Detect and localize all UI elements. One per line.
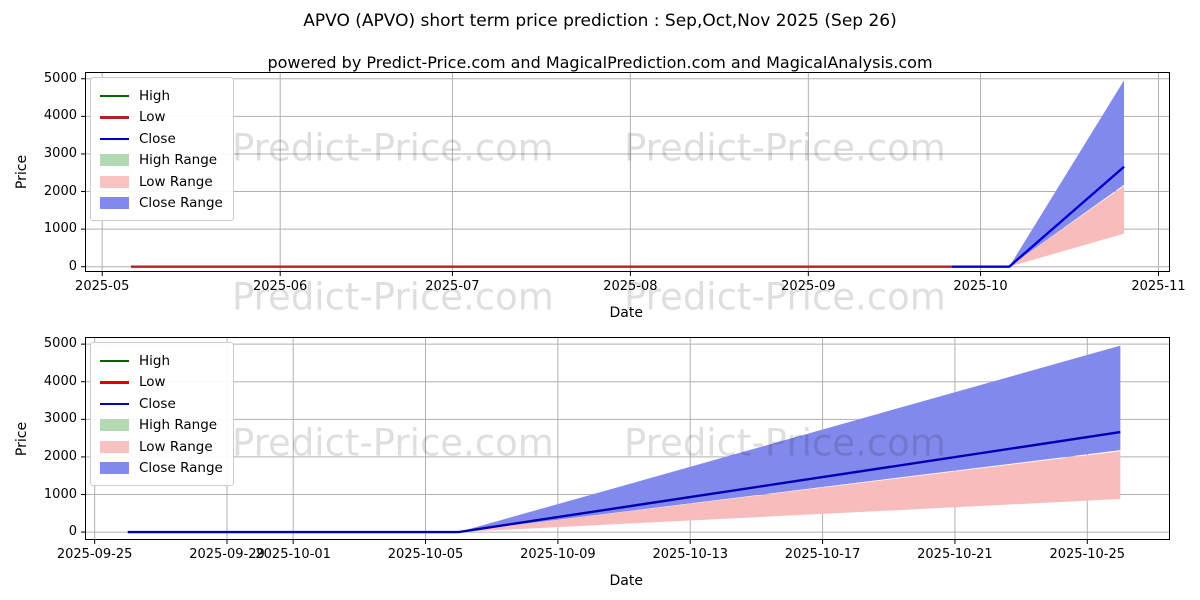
legend-item: High Range xyxy=(100,415,223,437)
legend-item-label: Low xyxy=(139,109,166,126)
legend-item: High Range xyxy=(100,150,223,172)
legend-item: High xyxy=(100,85,223,107)
x-tick-label: 2025-08 xyxy=(603,279,658,294)
legend-item-label: Close xyxy=(139,395,176,412)
legend-item: Close xyxy=(100,128,223,150)
legend-item: Low xyxy=(100,107,223,129)
plot-border xyxy=(85,72,1170,272)
y-tick-label: 2000 xyxy=(43,183,77,199)
y-tick-label: 3000 xyxy=(43,411,77,427)
full-history-chart-plot xyxy=(81,72,1170,276)
x-tick-label: 2025-10-17 xyxy=(784,547,861,562)
legend-line-swatch xyxy=(100,359,129,362)
prediction-zoom-chart-plot xyxy=(81,337,1170,544)
band-low-range xyxy=(458,451,1121,533)
y-tick-label: 2000 xyxy=(43,448,77,464)
band-low-range xyxy=(1009,185,1125,267)
legend-patch-swatch xyxy=(100,175,129,188)
line-close xyxy=(127,430,1121,534)
legend-patch-swatch xyxy=(100,419,129,432)
x-tick-label: 2025-11 xyxy=(1131,279,1186,294)
band-close-range xyxy=(458,345,1121,533)
legend-item-label: High xyxy=(139,352,171,369)
legend-patch-swatch xyxy=(100,154,129,167)
x-tick-label: 2025-10 xyxy=(953,279,1008,294)
legend-patch-swatch xyxy=(100,440,129,453)
figure-title: APVO (APVO) short term price prediction … xyxy=(303,11,897,31)
y-axis-label: Price xyxy=(14,154,30,190)
x-tick-label: 2025-07 xyxy=(425,279,480,294)
x-tick-label: 2025-09-29 xyxy=(189,547,265,562)
plot-border xyxy=(85,337,1170,540)
legend-patch-swatch xyxy=(100,197,129,210)
legend-item: Low Range xyxy=(100,171,223,193)
legend-line-swatch xyxy=(100,402,129,405)
legend-line-swatch xyxy=(100,137,129,140)
legend-item: Low xyxy=(100,372,223,394)
x-tick-label: 2025-09-25 xyxy=(56,547,133,562)
x-tick-label: 2025-05 xyxy=(75,279,130,294)
x-tick-label: 2025-06 xyxy=(253,279,308,294)
x-tick-label: 2025-10-25 xyxy=(1049,547,1126,562)
y-tick-label: 5000 xyxy=(43,336,77,352)
x-tick-label: 2025-10-09 xyxy=(520,547,596,562)
y-tick-label: 0 xyxy=(68,258,77,274)
y-tick-label: 3000 xyxy=(43,145,77,161)
band-close-range xyxy=(1009,80,1125,267)
legend-item: Close xyxy=(100,393,223,415)
x-tick-label: 2025-10-13 xyxy=(652,547,728,562)
legend-item-label: Close Range xyxy=(139,460,223,477)
legend-item-label: High xyxy=(139,87,171,104)
legend-item-label: Close xyxy=(139,130,176,147)
legend-line-swatch xyxy=(100,116,129,119)
legend-item-label: High Range xyxy=(139,152,218,169)
y-tick-label: 0 xyxy=(68,524,77,540)
y-tick-label: 1000 xyxy=(43,221,77,237)
legend-item: Close Range xyxy=(100,458,223,480)
legend-item: Close Range xyxy=(100,193,223,215)
legend: High Low Close High Range Low Range Close Ran… xyxy=(90,77,234,221)
legend-item-label: Low Range xyxy=(139,173,213,190)
y-tick-label: 5000 xyxy=(43,70,77,86)
x-tick-label: 2025-10-05 xyxy=(387,547,464,562)
x-axis-label: Date xyxy=(609,573,643,589)
figure-subtitle: powered by Predict-Price.com and Magical… xyxy=(267,53,933,72)
legend-item-label: Close Range xyxy=(139,195,223,212)
y-tick-label: 1000 xyxy=(43,486,77,502)
legend-item: High xyxy=(100,350,223,372)
y-axis-label: Price xyxy=(14,421,30,456)
legend-item-label: Low xyxy=(139,374,166,391)
y-tick-label: 4000 xyxy=(43,108,77,124)
legend-line-swatch xyxy=(100,94,129,97)
x-tick-label: 2025-10-21 xyxy=(917,547,993,562)
legend-item: Low Range xyxy=(100,436,223,458)
x-tick-label: 2025-09 xyxy=(781,279,836,294)
x-axis-label: Date xyxy=(609,305,643,321)
legend-item-label: Low Range xyxy=(139,438,213,455)
x-tick-label: 2025-10-01 xyxy=(255,547,331,562)
legend-patch-swatch xyxy=(100,462,129,475)
legend: High Low Close High Range Low Range Close Ran… xyxy=(90,342,234,486)
line-close xyxy=(951,165,1125,268)
y-tick-label: 4000 xyxy=(43,373,77,389)
legend-line-swatch xyxy=(100,381,129,384)
legend-item-label: High Range xyxy=(139,417,218,434)
